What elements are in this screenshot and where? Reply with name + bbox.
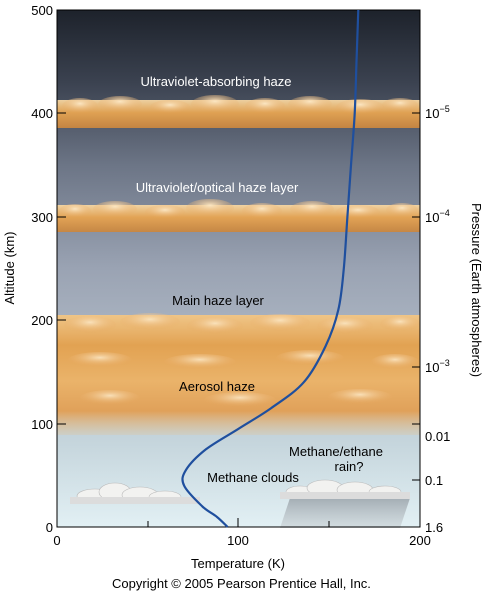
y-axis-label: Altitude (km) (2, 232, 17, 305)
uv-absorbing-haze-band (57, 95, 420, 128)
pressure-ticks (412, 112, 420, 528)
label-main-haze: Main haze layer (172, 293, 264, 308)
altitude-ticks (57, 9, 66, 528)
pressure-tick-1.6: 1.6 (425, 520, 443, 535)
label-uv-optical-haze: Ultraviolet/optical haze layer (136, 180, 299, 195)
methane-clouds-right (280, 479, 410, 499)
pressure-tick-1e-4: 10−4 (425, 208, 450, 225)
main-haze-and-aerosol-band (57, 313, 420, 435)
x-axis-label: Temperature (K) (191, 556, 285, 571)
label-methane-rain-1: Methane/ethane (289, 444, 383, 459)
right-axis-label: Pressure (Earth atmospheres) (469, 203, 483, 377)
y-tick-200: 200 (31, 313, 53, 328)
altitude-tick-labels: 0 100 200 300 400 500 (31, 3, 53, 535)
temperature-profile-curve (181, 9, 360, 528)
pressure-tick-labels: 10−5 10−4 10−3 0.01 0.1 1.6 (425, 104, 450, 535)
y-tick-100: 100 (31, 417, 53, 432)
uv-optical-haze-band (57, 199, 420, 232)
label-methane-rain-2: rain? (335, 459, 364, 474)
y-tick-500: 500 (31, 3, 53, 18)
pressure-tick-0.1: 0.1 (425, 473, 443, 488)
label-aerosol-haze: Aerosol haze (179, 379, 255, 394)
y-tick-0: 0 (46, 520, 53, 535)
methane-rain-shading (280, 498, 410, 528)
temperature-ticks (56, 518, 421, 527)
pressure-tick-1e-5: 10−5 (425, 104, 450, 121)
pressure-tick-0.01: 0.01 (425, 429, 450, 444)
y-tick-300: 300 (31, 210, 53, 225)
copyright-text: Copyright © 2005 Pearson Prentice Hall, … (112, 576, 371, 591)
methane-clouds-left (70, 482, 200, 504)
temperature-tick-labels: 0 100 200 (53, 533, 430, 548)
y-tick-400: 400 (31, 106, 53, 121)
x-tick-0: 0 (53, 533, 60, 548)
pressure-tick-1e-3: 10−3 (425, 358, 450, 375)
x-tick-100: 100 (227, 533, 249, 548)
x-tick-200: 200 (409, 533, 431, 548)
label-methane-clouds: Methane clouds (207, 470, 299, 485)
label-uv-absorbing-haze: Ultraviolet-absorbing haze (140, 74, 291, 89)
